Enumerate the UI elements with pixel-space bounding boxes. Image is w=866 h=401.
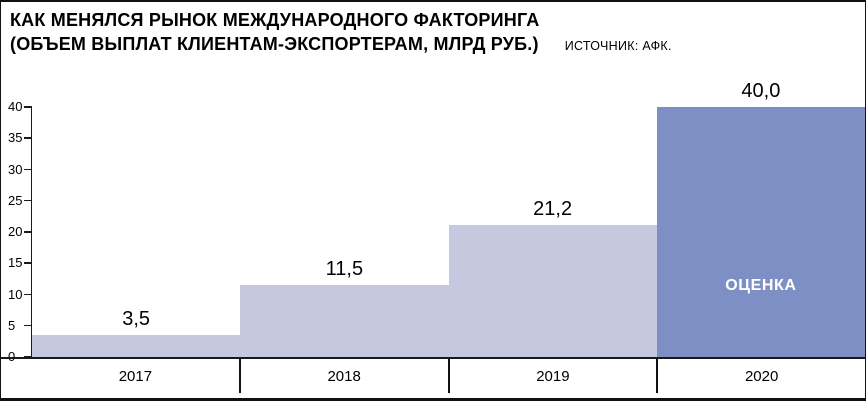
y-tick-label: 20 xyxy=(8,224,23,239)
y-tick-mark xyxy=(24,262,32,264)
x-axis-label: 2020 xyxy=(744,367,779,385)
y-tick-mark xyxy=(24,106,32,108)
chart-title-line2: (ОБЪЕМ ВЫПЛАТ КЛИЕНТАМ-ЭКСПОРТЕРАМ, МЛРД… xyxy=(10,33,539,54)
y-tick-label: 5 xyxy=(8,317,16,333)
y-tick-mark xyxy=(24,168,32,170)
bar-value-label: 3,5 xyxy=(122,308,151,331)
chart-title-row2: (ОБЪЕМ ВЫПЛАТ КЛИЕНТАМ-ЭКСПОРТЕРАМ, МЛРД… xyxy=(10,33,859,57)
y-tick-mark xyxy=(24,199,32,202)
y-tick-mark xyxy=(24,324,32,327)
y-tick-label: 0 xyxy=(8,349,15,365)
bar-2020 xyxy=(656,107,865,357)
y-tick-label: 40 xyxy=(8,99,23,114)
y-tick-label: 10 xyxy=(8,286,23,302)
y-tick-label: 15 xyxy=(8,255,23,271)
bar-value-label: 21,2 xyxy=(533,197,573,220)
x-axis-label: 2019 xyxy=(536,367,570,385)
y-tick-label: 30 xyxy=(8,161,23,177)
x-axis-cell: 2019 xyxy=(447,359,657,393)
plot-area: 3,5 11,5 21,2 40,0 ОЦЕНКА xyxy=(32,80,865,357)
x-axis-cell: 2017 xyxy=(32,359,239,393)
x-axis-cell: 2018 xyxy=(238,359,448,393)
chart-title-line1: КАК МЕНЯЛСЯ РЫНОК МЕЖДУНАРОДНОГО ФАКТОРИ… xyxy=(10,10,540,30)
y-axis: 0 5 10 15 20 25 30 35 40 xyxy=(1,99,32,364)
y-tick-label: 25 xyxy=(8,192,23,208)
bar-2018 xyxy=(240,285,449,357)
y-tick-mark xyxy=(24,137,32,139)
x-axis-label: 2017 xyxy=(118,367,153,385)
chart-source: ИСТОЧНИК: АФК. xyxy=(564,38,672,53)
bar-2019 xyxy=(448,224,658,357)
chart-header: КАК МЕНЯЛСЯ РЫНОК МЕЖДУНАРОДНОГО ФАКТОРИ… xyxy=(10,9,859,57)
y-tick-label: 35 xyxy=(8,130,23,146)
bar-2017 xyxy=(32,335,241,357)
x-axis-cell: 2020 xyxy=(656,359,865,393)
y-tick-mark xyxy=(24,293,32,295)
bar-annotation-estimate: ОЦЕНКА xyxy=(725,277,797,294)
x-axis-label: 2018 xyxy=(327,367,361,385)
x-axis-baseline xyxy=(1,357,865,359)
y-tick-mark xyxy=(24,231,32,233)
y-tick-mark xyxy=(24,356,32,358)
bar-value-label: 11,5 xyxy=(325,258,364,281)
bar-value-label: 40,0 xyxy=(741,80,781,102)
x-axis: 2017 2018 2019 2020 xyxy=(32,359,865,393)
